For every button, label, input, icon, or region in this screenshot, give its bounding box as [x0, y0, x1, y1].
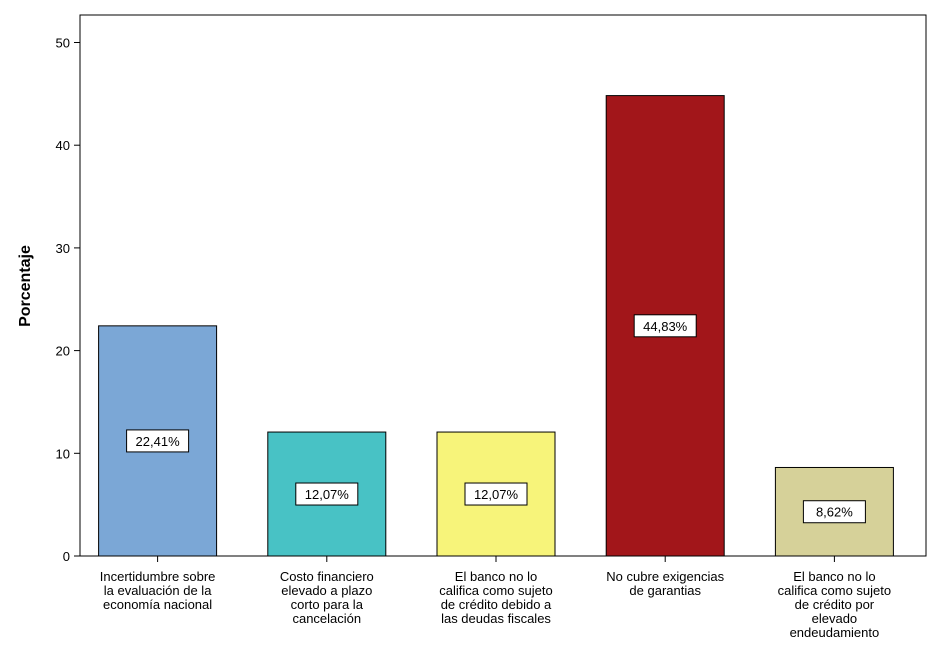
data-label-box: [633, 314, 697, 338]
y-axis-label: Porcentaje: [17, 245, 34, 327]
x-tick-label-line: la evaluación de la: [104, 583, 212, 598]
data-label: 12,07%: [295, 482, 359, 506]
x-tick-label: No cubre exigencias de garantias: [606, 569, 724, 598]
x-tick-label-line: califica como sujeto: [439, 583, 552, 598]
data-label: 8,62%: [802, 500, 866, 524]
x-tick-label-line: El banco no lo: [793, 569, 875, 584]
data-label-box: [802, 500, 866, 524]
x-axis: Incertidumbre sobre la evaluación de la ec…: [100, 556, 891, 640]
x-tick-label-line: de crédito debido a: [441, 597, 552, 612]
y-tick-label: 30: [56, 241, 70, 256]
x-tick-label-line: Costo financiero: [280, 569, 374, 584]
y-tick-label: 10: [56, 446, 70, 461]
x-tick-label-line: corto para la: [291, 597, 364, 612]
x-tick-label-line: economía nacional: [103, 597, 212, 612]
y-tick-label: 20: [56, 344, 70, 359]
data-label-text: 8,62%: [816, 505, 853, 520]
data-label-text: 22,41%: [136, 434, 181, 449]
data-label-box: [295, 482, 359, 506]
x-tick-label: El banco no lo califica como sujeto de cré…: [439, 569, 552, 626]
x-tick-label: Costo financiero elevado a plazo corto par…: [280, 569, 374, 626]
x-tick-label-line: elevado a plazo: [281, 583, 372, 598]
data-label-box: [126, 429, 190, 453]
data-label-box: [464, 482, 528, 506]
x-tick-label-line: califica como sujeto: [778, 583, 891, 598]
x-tick-label-line: El banco no lo: [455, 569, 537, 584]
data-label: 22,41%: [126, 429, 190, 453]
y-tick-label: 0: [63, 549, 70, 564]
bars: 22,41% 12,07% 12,07% 44,83% 8,62%: [98, 95, 894, 557]
x-tick-label-line: No cubre exigencias: [606, 569, 724, 584]
data-label-text: 12,07%: [305, 487, 350, 502]
data-label-text: 44,83%: [643, 319, 688, 334]
y-tick-label: 50: [56, 36, 70, 51]
x-tick-label: El banco no lo califica como sujeto de cré…: [778, 569, 891, 640]
data-label: 12,07%: [464, 482, 528, 506]
x-tick-label-line: Incertidumbre sobre: [100, 569, 216, 584]
y-axis: 0 10 20 30 40 50: [56, 36, 80, 564]
x-tick-label-line: de garantias: [629, 583, 701, 598]
x-tick-label-line: de crédito por: [795, 597, 875, 612]
y-tick-label: 40: [56, 138, 70, 153]
data-label-text: 12,07%: [474, 487, 519, 502]
x-tick-label: Incertidumbre sobre la evaluación de la ec…: [100, 569, 216, 612]
x-tick-label-line: endeudamiento: [790, 625, 880, 640]
x-tick-label-line: elevado: [812, 611, 858, 626]
data-label: 44,83%: [633, 314, 697, 338]
x-tick-label-line: cancelación: [292, 611, 361, 626]
x-tick-label-line: las deudas fiscales: [441, 611, 551, 626]
